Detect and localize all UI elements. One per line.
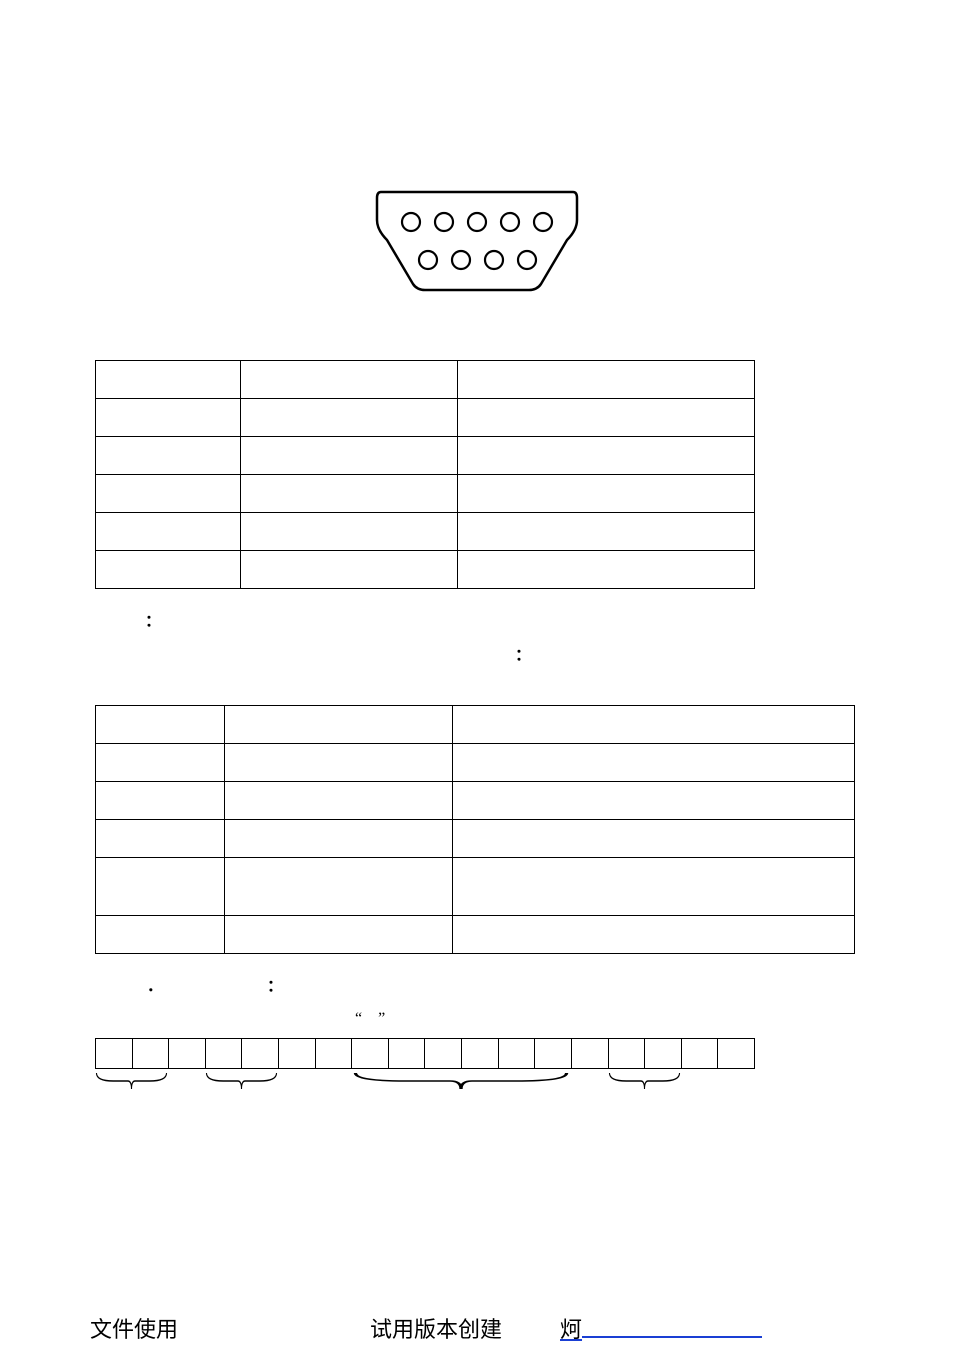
dot-colon-note: ． ： (147, 972, 859, 996)
byte-cell (132, 1039, 169, 1069)
byte-cell (498, 1039, 535, 1069)
cell (458, 361, 755, 399)
note-colon-right: ： (515, 641, 859, 665)
cell (458, 399, 755, 437)
table-row (96, 858, 855, 916)
cell (96, 361, 241, 399)
byte-cell (352, 1039, 389, 1069)
cell (225, 916, 453, 954)
table-row (96, 399, 755, 437)
table-row (96, 782, 855, 820)
cell (458, 551, 755, 589)
cell (452, 820, 854, 858)
connector-diagram-wrap (95, 180, 859, 300)
cell (240, 551, 457, 589)
table-row (96, 437, 755, 475)
cell (452, 706, 854, 744)
cell (452, 858, 854, 916)
cell (225, 858, 453, 916)
byte-cell (718, 1039, 755, 1069)
cell (96, 916, 225, 954)
table-row (96, 744, 855, 782)
brace-icon (608, 1071, 681, 1095)
cell (225, 782, 453, 820)
cell (225, 706, 453, 744)
footer-left-text: 文件使用 (90, 1312, 178, 1344)
cell (96, 782, 225, 820)
document-page: ： ： (0, 0, 954, 1352)
cell (452, 782, 854, 820)
byte-cell (315, 1039, 352, 1069)
byte-row (95, 1038, 755, 1069)
byte-cell (645, 1039, 682, 1069)
footer-mid-text: 试用版本创建 (370, 1312, 502, 1344)
table-row (96, 706, 855, 744)
cell (225, 820, 453, 858)
cell (240, 475, 457, 513)
brace-icon (95, 1071, 168, 1095)
cell (458, 475, 755, 513)
byte-cell (425, 1039, 462, 1069)
braces-wrap (95, 1071, 755, 1101)
cell (96, 706, 225, 744)
table-row (96, 475, 755, 513)
byte-cell (608, 1039, 645, 1069)
footer-underline (582, 1336, 762, 1338)
byte-cell (242, 1039, 279, 1069)
cell (452, 916, 854, 954)
cell (96, 820, 225, 858)
cell (96, 475, 241, 513)
table-row (96, 513, 755, 551)
byte-cell (279, 1039, 316, 1069)
pin-table-1 (95, 360, 755, 589)
cell (96, 399, 241, 437)
byte-cell (571, 1039, 608, 1069)
quote-note: “ ” (355, 1004, 859, 1028)
table-row (96, 551, 755, 589)
table-row (96, 361, 755, 399)
note-colon-left: ： (145, 607, 859, 631)
byte-cell (205, 1039, 242, 1069)
table-row (96, 916, 855, 954)
brace-icon (351, 1071, 571, 1095)
cell (96, 551, 241, 589)
cell (96, 513, 241, 551)
cell (458, 437, 755, 475)
cell (240, 399, 457, 437)
cell (96, 744, 225, 782)
cell (225, 744, 453, 782)
table-row (96, 820, 855, 858)
cell (452, 744, 854, 782)
byte-cell (388, 1039, 425, 1069)
brace-icon (205, 1071, 278, 1095)
footer-link-char[interactable]: 炣 (560, 1312, 582, 1344)
cell (240, 361, 457, 399)
byte-cell (169, 1039, 206, 1069)
cell (240, 437, 457, 475)
cell (240, 513, 457, 551)
byte-cell (462, 1039, 499, 1069)
cell (458, 513, 755, 551)
byte-cell (96, 1039, 133, 1069)
cell (96, 437, 241, 475)
db9-connector-icon (367, 180, 587, 300)
byte-row-tr (96, 1039, 755, 1069)
pin-table-2 (95, 705, 855, 954)
byte-cell (681, 1039, 718, 1069)
byte-cell (535, 1039, 572, 1069)
cell (96, 858, 225, 916)
